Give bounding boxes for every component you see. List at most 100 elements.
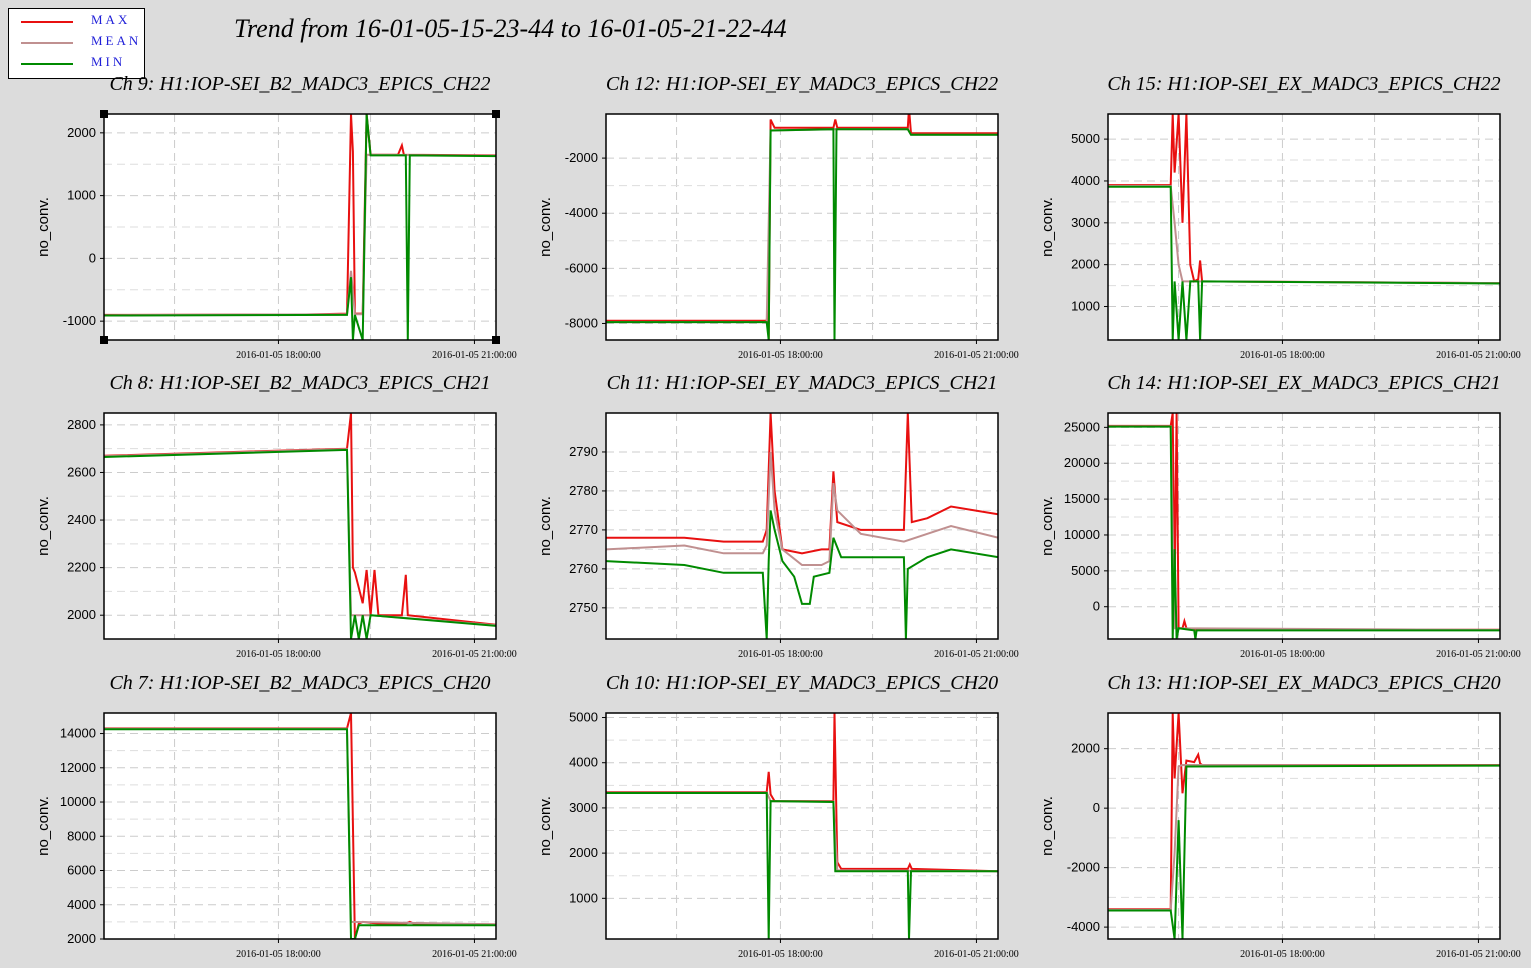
series-line-max bbox=[104, 413, 496, 626]
y-tick-label: -6000 bbox=[565, 260, 598, 275]
chart-title: Ch 10: H1:IOP-SEI_EY_MADC3_EPICS_CH20 bbox=[606, 672, 998, 694]
y-axis-label: no_conv. bbox=[35, 496, 52, 556]
selection-handle[interactable] bbox=[492, 110, 500, 118]
series-line-max bbox=[606, 713, 998, 873]
legend-item-max: MAX bbox=[9, 12, 144, 32]
y-tick-label: 0 bbox=[89, 250, 96, 265]
chart-panel: 2000 2200 2400 2600 2800 2016-01-05 18:00:00 2… bbox=[35, 372, 517, 660]
y-tick-label: 8000 bbox=[67, 828, 96, 843]
y-tick-label: -2000 bbox=[565, 150, 598, 165]
y-tick-label: 2000 bbox=[67, 607, 96, 622]
y-axis-label: no_conv. bbox=[35, 796, 52, 856]
y-tick-label: 25000 bbox=[1064, 419, 1100, 434]
y-tick-label: 2000 bbox=[1071, 257, 1100, 272]
y-tick-label: 2750 bbox=[569, 600, 598, 615]
legend-label-max: MAX bbox=[91, 12, 131, 27]
plot-frame bbox=[103, 113, 497, 341]
x-tick-label: 2016-01-05 18:00:00 bbox=[738, 949, 823, 960]
y-tick-label: 0 bbox=[1093, 599, 1100, 614]
legend-swatch-max bbox=[21, 21, 73, 23]
chart-panel: -4000 -2000 0 2000 2016-01-05 18:00:00 2016-0… bbox=[1039, 672, 1521, 960]
series-line-min bbox=[1108, 764, 1500, 939]
x-tick-label: 2016-01-05 18:00:00 bbox=[1240, 350, 1325, 361]
y-tick-label: -4000 bbox=[1067, 919, 1100, 934]
y-tick-label: 10000 bbox=[60, 794, 96, 809]
y-tick-label: 2000 bbox=[569, 845, 598, 860]
y-tick-label: 2600 bbox=[67, 464, 96, 479]
x-tick-label: 2016-01-05 21:00:00 bbox=[1436, 649, 1521, 660]
y-axis-label: no_conv. bbox=[537, 796, 554, 856]
y-tick-label: 1000 bbox=[67, 188, 96, 203]
chart-title: Ch 8: H1:IOP-SEI_B2_MADC3_EPICS_CH21 bbox=[109, 372, 490, 394]
y-axis-label: no_conv. bbox=[1039, 496, 1056, 556]
plot-area bbox=[606, 413, 998, 639]
x-tick-label: 2016-01-05 21:00:00 bbox=[934, 649, 1019, 660]
y-tick-label: 3000 bbox=[569, 800, 598, 815]
legend-label-mean: MEAN bbox=[91, 33, 142, 48]
y-tick-label: 4000 bbox=[67, 897, 96, 912]
selection-handle[interactable] bbox=[492, 336, 500, 344]
x-tick-label: 2016-01-05 18:00:00 bbox=[1240, 949, 1325, 960]
series-line-min bbox=[104, 114, 496, 340]
x-tick-label: 2016-01-05 21:00:00 bbox=[1436, 350, 1521, 361]
selection-handle[interactable] bbox=[100, 336, 108, 344]
y-tick-label: 5000 bbox=[1071, 563, 1100, 578]
y-tick-label: 2770 bbox=[569, 522, 598, 537]
y-tick-label: 0 bbox=[1093, 800, 1100, 815]
chart-panel: 2000 4000 6000 8000 10000 12000 14000 2016-01-0… bbox=[35, 672, 517, 960]
y-tick-label: 2780 bbox=[569, 483, 598, 498]
x-tick-label: 2016-01-05 21:00:00 bbox=[432, 949, 517, 960]
y-tick-label: 2000 bbox=[1071, 741, 1100, 756]
series-line-min bbox=[606, 510, 998, 639]
chart-title: Ch 11: H1:IOP-SEI_EY_MADC3_EPICS_CH21 bbox=[607, 372, 998, 394]
x-tick-label: 2016-01-05 18:00:00 bbox=[738, 350, 823, 361]
y-tick-label: -4000 bbox=[565, 205, 598, 220]
y-tick-label: 2760 bbox=[569, 561, 598, 576]
series-line-max bbox=[1108, 713, 1500, 911]
y-tick-label: 6000 bbox=[67, 863, 96, 878]
chart-panel: 0 5000 10000 15000 20000 25000 2016-01-05 18:0… bbox=[1039, 372, 1521, 660]
y-tick-label: -2000 bbox=[1067, 860, 1100, 875]
series-line-min bbox=[104, 448, 496, 639]
x-tick-label: 2016-01-05 21:00:00 bbox=[432, 350, 517, 361]
chart-panel: -1000 0 1000 2000 2016-01-05 18:00:00 2016-01… bbox=[35, 73, 517, 361]
series-line-min bbox=[606, 128, 998, 340]
plot-frame bbox=[605, 412, 999, 640]
plot-frame bbox=[605, 712, 999, 940]
chart-title: Ch 15: H1:IOP-SEI_EX_MADC3_EPICS_CH22 bbox=[1107, 73, 1500, 95]
series-line-mean bbox=[606, 451, 998, 566]
plot-frame bbox=[1107, 712, 1501, 940]
plot-area bbox=[606, 713, 998, 939]
series-line-min bbox=[1108, 185, 1500, 340]
y-tick-label: -1000 bbox=[63, 313, 96, 328]
y-tick-label: -8000 bbox=[565, 315, 598, 330]
chart-title: Ch 12: H1:IOP-SEI_EY_MADC3_EPICS_CH22 bbox=[606, 73, 998, 95]
y-tick-label: 3000 bbox=[1071, 215, 1100, 230]
series-line-min bbox=[104, 728, 496, 939]
x-tick-label: 2016-01-05 18:00:00 bbox=[1240, 649, 1325, 660]
y-tick-label: 2200 bbox=[67, 560, 96, 575]
plot-frame bbox=[103, 412, 497, 640]
y-tick-label: 1000 bbox=[1071, 299, 1100, 314]
legend-item-mean: MEAN bbox=[9, 33, 144, 53]
plot-frame bbox=[1107, 412, 1501, 640]
series-line-max bbox=[606, 413, 998, 555]
plot-area bbox=[1108, 413, 1500, 639]
legend-label-min: MIN bbox=[91, 54, 126, 69]
series-line-max bbox=[1108, 114, 1500, 285]
y-tick-label: 2790 bbox=[569, 444, 598, 459]
y-tick-label: 1000 bbox=[569, 890, 598, 905]
y-tick-label: 20000 bbox=[1064, 455, 1100, 470]
series-line-min bbox=[1108, 425, 1500, 639]
legend-item-min: MIN bbox=[9, 54, 144, 74]
selection-handle[interactable] bbox=[100, 110, 108, 118]
plot-area bbox=[1108, 713, 1500, 939]
chart-panel: -8000 -6000 -4000 -2000 2016-01-05 18:00:00 2… bbox=[537, 73, 1019, 361]
y-tick-label: 15000 bbox=[1064, 491, 1100, 506]
page-title: Trend from 16-01-05-15-23-44 to 16-01-05… bbox=[234, 14, 787, 43]
y-tick-label: 5000 bbox=[569, 710, 598, 725]
y-axis-label: no_conv. bbox=[35, 197, 52, 257]
chart-panel: 2750 2760 2770 2780 2790 2016-01-05 18:00:00 2… bbox=[537, 372, 1019, 660]
legend-swatch-mean bbox=[21, 42, 73, 44]
